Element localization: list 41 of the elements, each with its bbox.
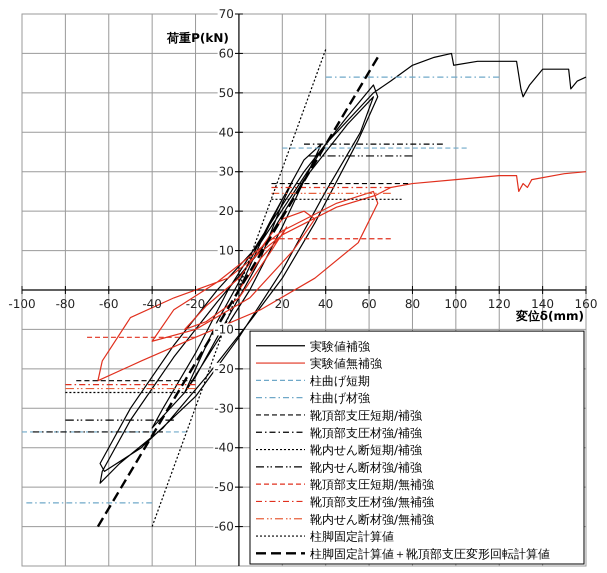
x-tick-label: 40 [318,297,334,311]
y-tick-label: -50 [214,480,234,494]
y-tick-label: 20 [218,204,234,218]
x-tick-label: 120 [488,297,511,311]
x-tick-label: 20 [274,297,290,311]
x-tick-label: -60 [98,297,119,311]
legend-label: 実験値補強 [310,339,370,354]
legend-label: 靴頂部支圧材強/無補強 [310,494,434,509]
x-tick-label: 80 [404,297,420,311]
y-tick-label: 40 [218,125,234,140]
y-tick-label: 50 [218,86,234,100]
y-tick-label: -60 [214,520,234,534]
x-tick-label: -80 [56,297,76,311]
legend-label: 柱脚固定計算値＋靴頂部支圧変形回転計算値 [310,546,550,561]
legend-label: 柱曲げ短期 [310,374,370,388]
y-tick-label: 30 [218,164,234,179]
legend-label: 靴頂部支圧短期/補強 [310,408,422,422]
x-tick-label: 100 [444,297,468,311]
y-tick-label: -30 [214,401,234,416]
y-tick-label: -10 [214,322,234,336]
x-tick-label: 60 [361,297,377,311]
y-axis-title: 荷重P(kN) [166,31,229,45]
x-tick-label: -40 [142,297,162,311]
x-axis-title: 変位δ(mm) [514,309,584,323]
legend-label: 靴内せん断材強/無補強 [310,512,434,526]
legend-label: 靴頂部支圧材強/補強 [310,426,422,440]
x-tick-label: -20 [186,297,206,311]
legend-label: 実験値無補強 [310,356,382,371]
legend-label: 靴内せん断短期/補強 [310,443,422,458]
y-tick-label: -20 [214,362,234,376]
y-tick-label: 70 [218,7,234,21]
legend-label: 柱脚固定計算値 [310,530,394,544]
legend-label: 靴内せん断材強/補強 [310,460,422,474]
legend-label: 柱曲げ材強 [310,391,370,406]
y-tick-label: 60 [218,46,234,60]
y-tick-label: 10 [218,244,234,258]
x-tick-label: -100 [8,297,36,311]
y-tick-label: -40 [214,440,234,455]
x-tick-label: 160 [574,297,598,311]
x-tick-label: 140 [531,297,554,311]
legend-label: 靴頂部支圧短期/無補強 [310,478,434,492]
